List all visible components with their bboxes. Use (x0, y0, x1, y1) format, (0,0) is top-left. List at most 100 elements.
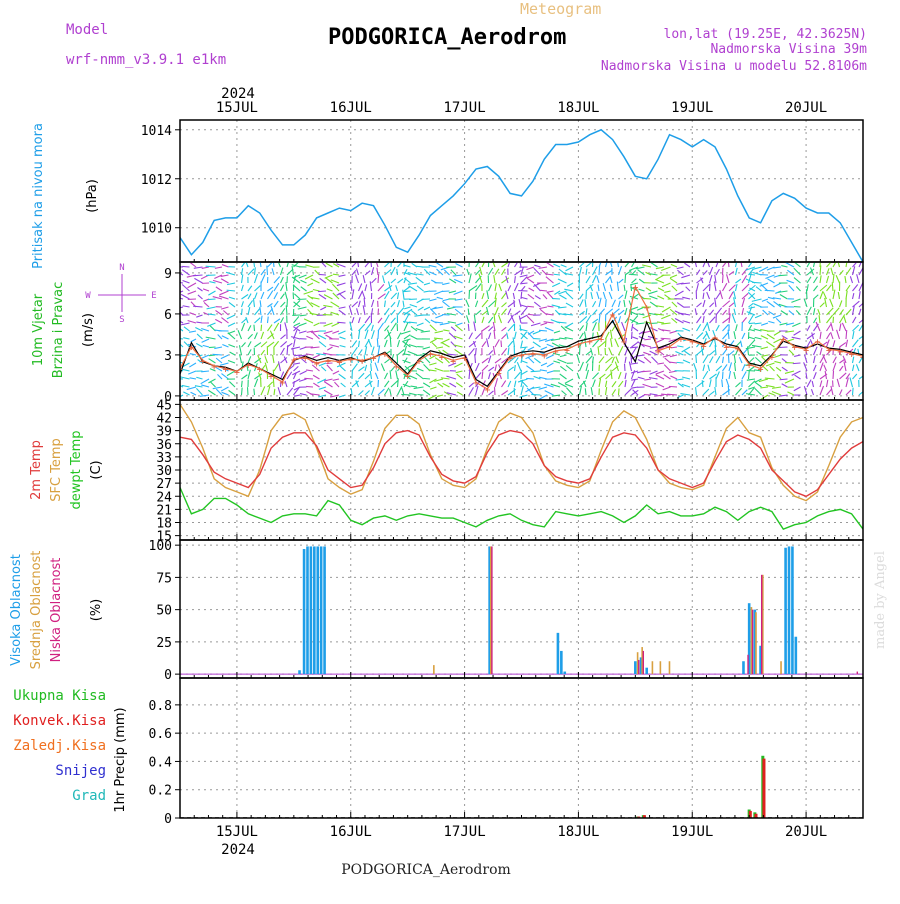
wind-barb (577, 354, 579, 363)
wind-barb (768, 321, 774, 323)
y-tick-label: 24 (156, 490, 172, 505)
wind-barb (534, 265, 540, 267)
wind-barb (670, 278, 677, 283)
wind-gust-marker: + (302, 354, 308, 365)
wind-barb (593, 380, 596, 387)
wind-barb (449, 291, 456, 293)
cloud-bar-high (795, 637, 798, 674)
wind-barb (657, 363, 664, 364)
wind-barb (638, 395, 644, 398)
wind-barb (489, 268, 493, 275)
wind-barb (833, 363, 836, 371)
wind-gust-marker: + (507, 354, 513, 365)
wind-barb (754, 304, 762, 307)
wind-barb (846, 291, 847, 299)
wind-barb (281, 277, 284, 283)
wind-barb (372, 330, 375, 339)
cloud-bar-mid (652, 661, 654, 674)
cloud-bar-high (563, 672, 566, 675)
wind-barb (672, 302, 677, 307)
wind-barb (729, 303, 734, 307)
wind-barb (787, 280, 794, 283)
wind-barb (274, 301, 278, 307)
wind-barb (341, 383, 346, 387)
wind-barb (586, 315, 591, 323)
wind-barb (502, 391, 508, 395)
wind-barb (489, 351, 493, 355)
wind-gust-marker: + (427, 350, 433, 361)
wind-barb (648, 291, 657, 294)
wind-barb (274, 363, 279, 371)
wind-gust-marker: + (644, 303, 650, 314)
wind-barb (469, 274, 471, 283)
wind-barb (197, 288, 202, 291)
wind-barb (476, 333, 481, 339)
wind-barb (331, 302, 339, 307)
wind-barb (619, 279, 624, 283)
wind-barb (761, 336, 768, 339)
wind-barb (261, 332, 264, 339)
wind-barb (677, 346, 683, 347)
wind-barb (304, 378, 313, 379)
wind-barb (457, 392, 462, 395)
wind-gust-marker: + (348, 355, 354, 366)
wind-barb (337, 283, 346, 286)
wind-barb (423, 383, 430, 387)
wind-barb (591, 292, 593, 299)
wind-barb (196, 377, 202, 379)
wind-gust-marker: + (325, 356, 331, 367)
wind-barb (517, 362, 521, 371)
wind-barb (513, 293, 514, 299)
wind-barb (515, 283, 519, 291)
wind-barb (606, 276, 611, 283)
wind-barb (489, 327, 493, 331)
wind-barb (684, 263, 690, 267)
wind-barb (521, 267, 523, 275)
wind-barb (736, 268, 738, 275)
wind-barb (552, 298, 560, 299)
wind-barb (606, 357, 613, 363)
wind-barb (819, 315, 820, 323)
wind-barb (378, 274, 379, 283)
wind-barb (183, 392, 189, 395)
wind-barb (502, 327, 507, 331)
wind-barb (183, 306, 190, 307)
wind-barb (173, 361, 183, 363)
wind-barb (785, 371, 794, 373)
wind-barb (213, 387, 222, 389)
wind-barb (398, 292, 399, 299)
cloud-bar-mid (755, 612, 757, 674)
wind-barb (794, 278, 801, 283)
meteogram-label: Meteogram (520, 0, 601, 18)
wind-barb (352, 347, 357, 355)
wind-barb (521, 297, 528, 299)
wind-barb (299, 331, 306, 333)
wind-barb (825, 298, 827, 307)
wind-gust-marker: + (245, 360, 251, 371)
wind-barb (272, 268, 274, 275)
wind-barb (715, 298, 716, 307)
wind-barb (820, 275, 821, 283)
wind-barb (287, 388, 293, 395)
wind-barb (625, 380, 626, 387)
y-tick-label: 0.4 (149, 755, 173, 770)
wind-barb (424, 307, 430, 310)
wind-barb (174, 378, 183, 379)
wind-barb (268, 317, 269, 323)
wind-barb (644, 298, 651, 299)
wind-barb (527, 275, 534, 278)
wind-barb (391, 293, 397, 299)
wind-barb (823, 355, 826, 363)
wind-barb (677, 303, 683, 307)
wind-barb (846, 340, 848, 347)
wind-gust-marker: + (382, 350, 388, 361)
wind-barb (495, 298, 496, 307)
wind-barb (175, 307, 183, 309)
wind-barb (482, 300, 488, 307)
wind-barb (703, 355, 708, 363)
wind-barb (230, 352, 235, 355)
wind-barb (703, 323, 708, 331)
wind-barb (625, 275, 626, 283)
wind-barb (182, 270, 189, 275)
wind-barb (853, 325, 859, 331)
